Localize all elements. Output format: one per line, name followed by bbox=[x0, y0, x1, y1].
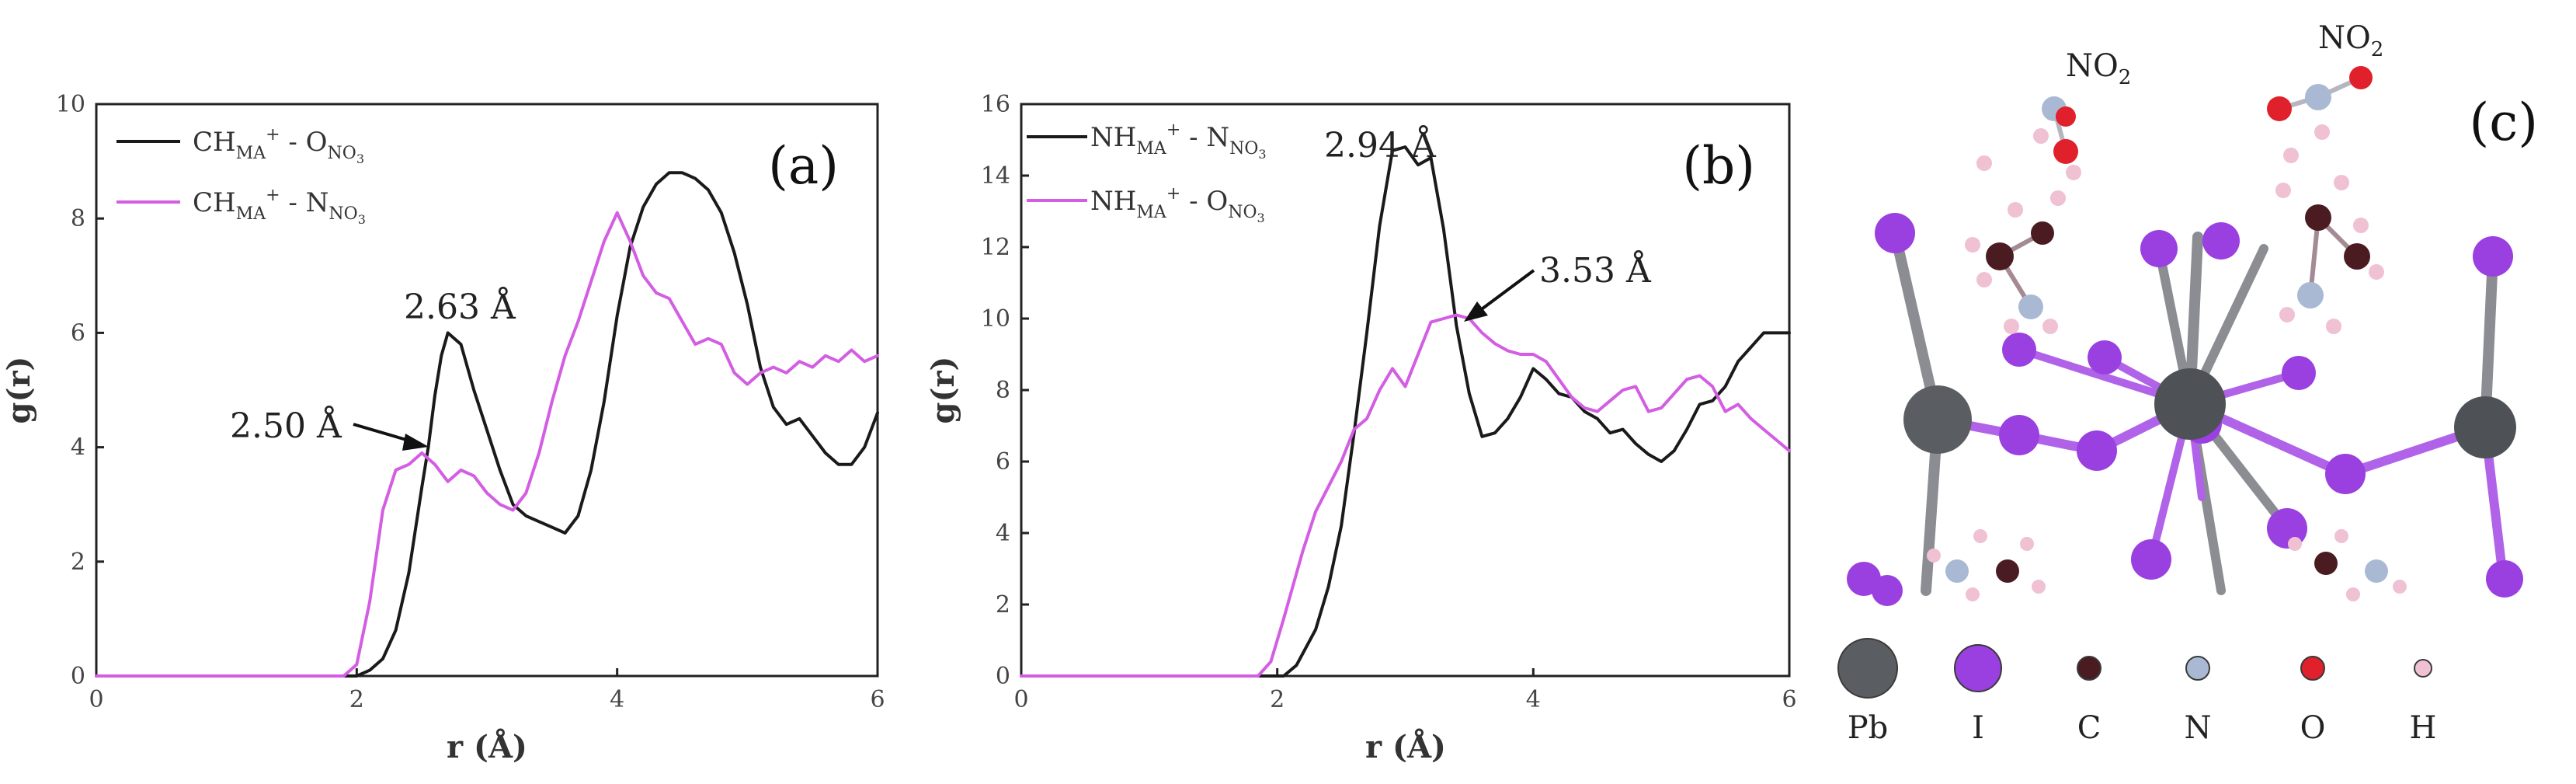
x-axis-title-a: r (Å) bbox=[447, 729, 527, 765]
no2-label-left: NO2 bbox=[2066, 48, 2131, 89]
no2-molecule-right bbox=[2267, 66, 2373, 121]
methylammonium-bottom-right bbox=[2288, 529, 2407, 601]
x-tick-label-b-1: 2 bbox=[1270, 686, 1285, 713]
o-atom-icon bbox=[2300, 656, 2325, 681]
y-tick-label-a-3: 6 bbox=[71, 319, 85, 347]
x-tick-label-b-2: 4 bbox=[1526, 686, 1541, 713]
x-tick-label-a-1: 2 bbox=[349, 686, 364, 713]
atom-legend-label-n: N bbox=[2185, 710, 2212, 746]
chart-panel-b: 0 2 4 6 0 2 4 6 8 10 12 14 16 g(r) r (Å) (b) NHMA+ -… bbox=[925, 91, 1797, 765]
n-atom-icon bbox=[2185, 656, 2210, 681]
pb-atom-icon bbox=[1837, 638, 1898, 699]
series-line-a-0 bbox=[95, 171, 879, 678]
legend-b: NHMA+ - NNO3 NHMA+ - ONO3 bbox=[1027, 120, 1267, 225]
axis-ticks-a: 0 2 4 6 0 2 4 6 8 10 bbox=[56, 91, 885, 713]
panel-label-c: (c) bbox=[2470, 92, 2538, 152]
x-tick-label-a-3: 6 bbox=[870, 686, 885, 713]
annotation-arrow-b bbox=[1464, 269, 1535, 322]
atom-legend-label-c: C bbox=[2077, 710, 2101, 746]
methylammonium-bottom-left bbox=[1927, 529, 2046, 601]
y-tick-label-b-0: 0 bbox=[996, 663, 1010, 690]
x-tick-label-b-3: 6 bbox=[1782, 686, 1796, 713]
legend-a: CHMA+ - ONO3 CHMA+ - NNO3 bbox=[116, 125, 366, 227]
chart-panel-a: 0 2 4 6 0 2 4 6 8 10 g(r) r (Å) (a) CHMA+ - ONO3 … bbox=[1, 91, 885, 765]
structure-background bbox=[1844, 11, 2528, 601]
y-tick-label-b-1: 2 bbox=[996, 591, 1010, 618]
y-axis-title-b: g(r) bbox=[925, 357, 961, 424]
y-tick-label-b-6: 12 bbox=[981, 234, 1010, 261]
atom-legend: Pb I C N O H bbox=[1837, 638, 2437, 746]
y-tick-label-a-0: 0 bbox=[71, 663, 85, 690]
y-tick-label-b-3: 6 bbox=[996, 448, 1010, 476]
y-tick-label-a-5: 10 bbox=[56, 91, 85, 118]
axis-ticks-b: 0 2 4 6 0 2 4 6 8 10 12 14 16 bbox=[981, 91, 1797, 713]
plot-frame-a bbox=[95, 103, 879, 678]
panel-label-b: (b) bbox=[1682, 136, 1755, 196]
series-lines-b bbox=[1020, 145, 1791, 678]
y-tick-label-a-1: 2 bbox=[71, 549, 85, 576]
structure-panel-c: (c) NO2 NO2 bbox=[1837, 11, 2538, 746]
i-atom-icon bbox=[1954, 644, 2002, 692]
no2-molecule-left bbox=[2042, 96, 2078, 164]
y-tick-label-b-2: 4 bbox=[996, 520, 1010, 547]
panel-label-a: (a) bbox=[768, 136, 839, 196]
y-tick-label-a-4: 8 bbox=[71, 205, 85, 232]
annotation-arrow-a bbox=[353, 423, 429, 451]
legend-entry-a-0: CHMA+ - ONO3 bbox=[193, 125, 364, 166]
legend-entry-b-1: NHMA+ - ONO3 bbox=[1090, 184, 1265, 225]
no2-label-right: NO2 bbox=[2318, 20, 2383, 61]
annotation-a-1: 2.50 Å bbox=[230, 405, 342, 446]
x-tick-label-b-0: 0 bbox=[1013, 686, 1028, 713]
y-tick-label-b-7: 14 bbox=[981, 162, 1010, 190]
atom-legend-label-o: O bbox=[2300, 710, 2326, 746]
methylammonium-left bbox=[1965, 128, 2081, 334]
annotation-b-1: 3.53 Å bbox=[1539, 249, 1652, 291]
atom-legend-label-h: H bbox=[2410, 710, 2437, 746]
annotation-b-0: 2.94 Å bbox=[1324, 124, 1437, 166]
series-lines-a bbox=[95, 171, 879, 678]
x-axis-title-b: r (Å) bbox=[1365, 729, 1446, 765]
h-atom-icon bbox=[2414, 659, 2432, 678]
legend-entry-a-1: CHMA+ - NNO3 bbox=[193, 186, 366, 227]
lead-atoms bbox=[1903, 368, 2516, 458]
y-tick-label-b-8: 16 bbox=[981, 91, 1010, 118]
atom-legend-label-pb: Pb bbox=[1848, 710, 1889, 746]
annotation-a-0: 2.63 Å bbox=[404, 286, 516, 327]
y-tick-label-b-5: 10 bbox=[981, 305, 1010, 333]
series-line-b-0 bbox=[1020, 145, 1791, 678]
atom-legend-label-i: I bbox=[1972, 710, 1984, 746]
legend-entry-b-0: NHMA+ - NNO3 bbox=[1090, 120, 1267, 162]
y-tick-label-a-2: 4 bbox=[71, 434, 85, 462]
y-tick-label-b-4: 8 bbox=[996, 377, 1010, 404]
c-atom-icon bbox=[2077, 656, 2101, 681]
methylammonium-right bbox=[2275, 124, 2384, 334]
y-axis-title-a: g(r) bbox=[1, 357, 37, 424]
series-line-b-1 bbox=[1020, 313, 1791, 678]
series-line-a-1 bbox=[95, 211, 879, 678]
x-tick-label-a-2: 4 bbox=[610, 686, 624, 713]
x-tick-label-a-0: 0 bbox=[89, 686, 103, 713]
